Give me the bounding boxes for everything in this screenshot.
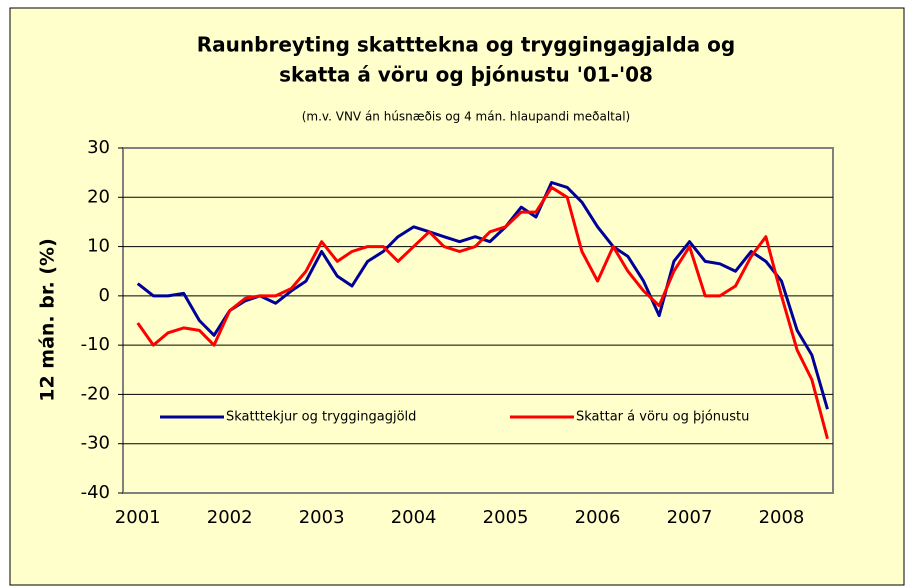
x-tick-label: 2003	[299, 507, 345, 528]
y-tick-label: 10	[87, 236, 110, 257]
x-tick-label: 2004	[391, 507, 437, 528]
chart-title: Raunbreyting skatttekna og tryggingagjal…	[197, 33, 735, 57]
y-tick-label: -30	[81, 433, 110, 454]
y-tick-label: 20	[87, 186, 110, 207]
y-tick-label: -10	[81, 334, 110, 355]
y-axis-label: 12 mán. br. (%)	[37, 238, 59, 402]
y-tick-label: -40	[81, 482, 110, 503]
y-tick-label: -20	[81, 383, 110, 404]
x-tick-label: 2007	[667, 507, 713, 528]
x-tick-label: 2006	[575, 507, 621, 528]
chart-subtitle: (m.v. VNV án húsnæðis og 4 mán. hlaupand…	[302, 110, 630, 124]
legend-label: Skatttekjur og tryggingagjöld	[226, 410, 416, 425]
y-tick-label: 0	[99, 285, 110, 306]
x-tick-label: 2005	[483, 507, 529, 528]
legend-label: Skattar á vöru og þjónustu	[576, 410, 749, 425]
x-tick-label: 2008	[759, 507, 805, 528]
chart-title: skatta á vöru og þjónustu '01-'08	[279, 63, 653, 87]
x-tick-label: 2002	[207, 507, 253, 528]
series-line	[136, 185, 829, 440]
y-tick-label: 30	[87, 137, 110, 158]
x-tick-label: 2001	[115, 507, 161, 528]
plot-area	[122, 147, 834, 494]
